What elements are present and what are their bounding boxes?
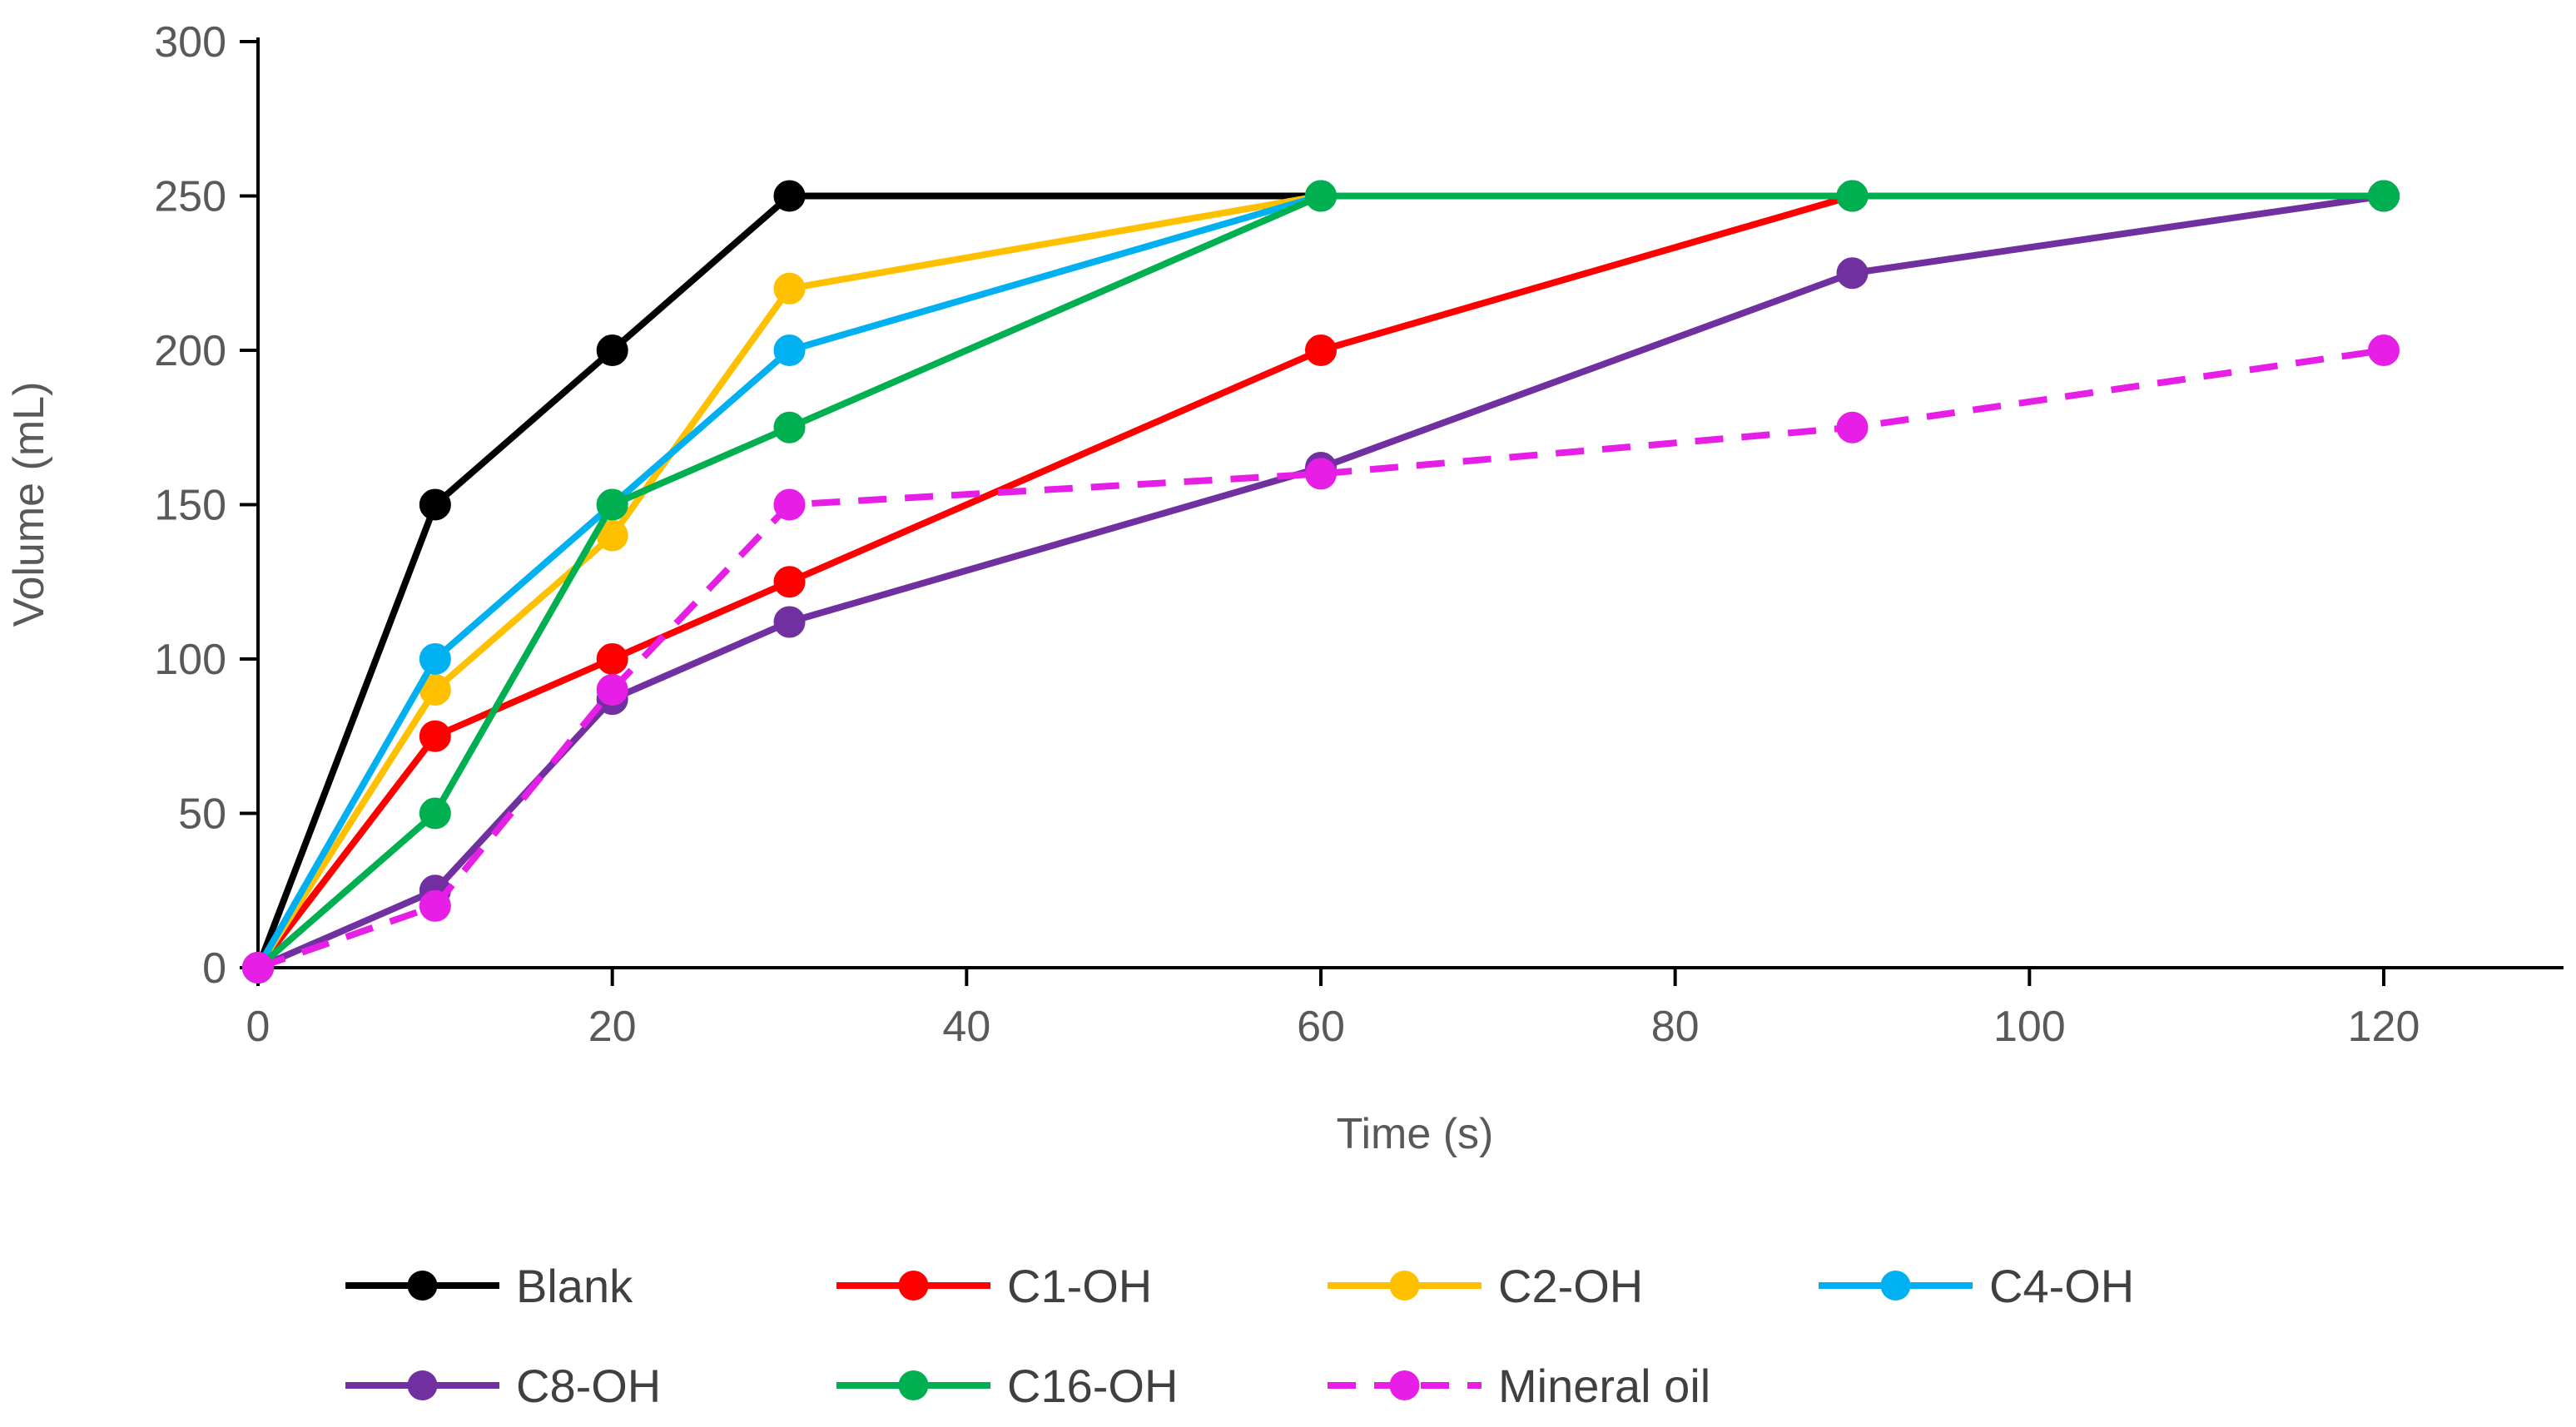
x-tick-label: 80 — [1651, 1003, 1700, 1051]
data-point — [419, 720, 451, 752]
x-tick-label: 120 — [2348, 1003, 2420, 1051]
data-point — [596, 488, 628, 521]
data-point — [773, 180, 806, 212]
legend-item: Mineral oil — [1328, 1360, 1710, 1412]
legend-label: C4-OH — [1989, 1260, 2134, 1312]
legend: Blank C1-OH C2-OH C4-OH C8-OH C16-OH Mineral o… — [345, 1260, 2134, 1412]
legend-label: C1-OH — [1007, 1260, 1152, 1312]
data-point — [419, 889, 451, 922]
data-point — [1836, 180, 1869, 212]
legend-label: C8-OH — [516, 1360, 661, 1412]
data-point — [1305, 458, 1337, 490]
legend-label: C16-OH — [1007, 1360, 1178, 1412]
data-point — [2368, 334, 2400, 366]
legend-item: C16-OH — [836, 1360, 1178, 1412]
series-line — [255, 192, 2387, 971]
data-point — [773, 606, 806, 638]
legend-swatch-marker — [1880, 1271, 1911, 1301]
data-point — [1836, 257, 1869, 290]
x-tick-label: 100 — [1993, 1003, 2066, 1051]
data-point — [419, 488, 451, 521]
legend-label: Mineral oil — [1498, 1360, 1710, 1412]
data-point — [773, 566, 806, 598]
series-line — [255, 192, 2387, 971]
data-point — [773, 411, 806, 443]
series-line — [255, 192, 2387, 971]
y-axis-title: Volume (mL) — [5, 382, 53, 627]
legend-swatch-marker — [407, 1370, 438, 1400]
data-point — [773, 488, 806, 521]
data-point — [419, 797, 451, 830]
legend-item: C2-OH — [1328, 1260, 1643, 1312]
y-tick-label: 50 — [178, 790, 226, 839]
series-layer — [242, 180, 2400, 984]
y-tick-label: 250 — [154, 173, 226, 221]
x-axis-title: Time (s) — [1337, 1110, 1494, 1158]
data-point — [419, 643, 451, 675]
data-point — [596, 674, 628, 706]
y-tick-label: 300 — [154, 18, 226, 67]
data-point — [773, 272, 806, 305]
x-tick-label: 60 — [1297, 1003, 1345, 1051]
legend-swatch-marker — [898, 1370, 929, 1400]
y-tick-label: 100 — [154, 636, 226, 684]
legend-label: C2-OH — [1498, 1260, 1643, 1312]
data-point — [596, 643, 628, 675]
data-point — [2368, 180, 2400, 212]
series-line — [255, 192, 2387, 971]
legend-swatch-marker — [898, 1271, 929, 1301]
data-point — [1305, 180, 1337, 212]
x-tick-label: 20 — [588, 1003, 637, 1051]
legend-item: Blank — [345, 1260, 633, 1312]
series-line — [255, 192, 2387, 971]
y-tick-label: 0 — [202, 944, 226, 993]
series-c16-oh — [242, 180, 2400, 984]
legend-swatch-marker — [1389, 1271, 1420, 1301]
legend-item: C1-OH — [836, 1260, 1152, 1312]
legend-item: C4-OH — [1819, 1260, 2134, 1312]
series-line — [256, 347, 2385, 971]
series-mineral-oil — [242, 334, 2400, 984]
y-tick-label: 200 — [154, 327, 226, 375]
legend-swatch-marker — [407, 1271, 438, 1301]
data-point — [1305, 334, 1337, 366]
data-point — [596, 334, 628, 366]
x-tick-label: 0 — [246, 1003, 271, 1051]
x-tick-label: 40 — [942, 1003, 990, 1051]
series-line — [255, 192, 2387, 971]
legend-item: C8-OH — [345, 1360, 661, 1412]
data-point — [773, 334, 806, 366]
y-tick-label: 150 — [154, 482, 226, 530]
legend-swatch-marker — [1389, 1370, 1420, 1400]
axes: 0 50 100 150 200 250 300 0 20 40 60 80 100 120 — [154, 18, 2564, 1051]
data-point — [242, 952, 274, 984]
legend-label: Blank — [516, 1260, 633, 1312]
data-point — [1836, 411, 1869, 443]
